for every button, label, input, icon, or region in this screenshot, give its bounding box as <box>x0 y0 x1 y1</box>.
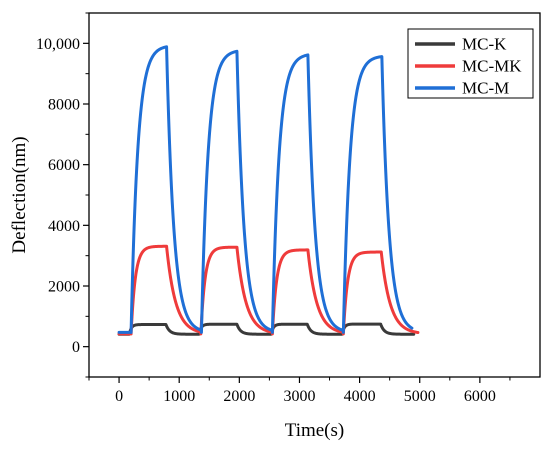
y-tick-label: 10,000 <box>36 36 80 53</box>
series-line-mc-mk <box>117 244 420 336</box>
x-tick-label: 2000 <box>223 388 255 405</box>
x-tick-label: 6000 <box>464 388 496 405</box>
series-line-mc-k <box>117 322 416 336</box>
x-tick-label: 3000 <box>283 388 315 405</box>
legend: MC-K MC-MK MC-M <box>407 28 534 99</box>
legend-label: MC-K <box>462 35 507 54</box>
x-tick-label: 4000 <box>344 388 376 405</box>
y-axis-ticks: 0 2000 4000 6000 8000 10,000 <box>36 12 89 378</box>
y-tick-label: 6000 <box>48 157 80 174</box>
x-axis-ticks: 0 1000 2000 3000 4000 5000 6000 <box>88 377 511 405</box>
x-tick-label: 0 <box>115 388 123 405</box>
y-axis-title: Deflection(nm) <box>9 136 30 253</box>
x-axis-title: Time(s) <box>285 420 344 441</box>
x-tick-label: 1000 <box>163 388 195 405</box>
y-tick-label: 0 <box>72 339 80 356</box>
legend-label: MC-M <box>462 79 509 98</box>
y-tick-label: 4000 <box>48 218 80 235</box>
series-line-mc-m <box>117 45 414 334</box>
y-tick-label: 8000 <box>48 97 80 114</box>
series-lines <box>117 45 420 336</box>
y-tick-label: 2000 <box>48 279 80 296</box>
x-tick-label: 5000 <box>404 388 436 405</box>
legend-label: MC-MK <box>462 57 522 76</box>
